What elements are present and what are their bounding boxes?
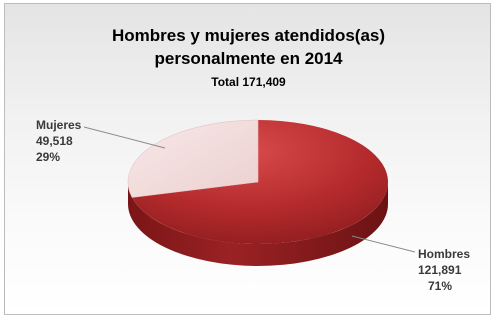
chart-title-line-1: Hombres y mujeres atendidos(as) [111,26,386,45]
leader-line-hombres [351,235,416,253]
slice-value-hombres: 121,891 [418,263,462,277]
slice-percent-hombres: 71% [428,279,452,293]
slice-label-mujeres: Mujeres [36,118,82,132]
leader-line-mujeres [83,126,166,149]
slice-hombres [132,120,388,244]
slice-label-hombres: Hombres [418,247,470,261]
slice-percent-mujeres: 29% [36,150,60,164]
slice-value-mujeres: 49,518 [36,134,73,148]
chart-title-line-2: personalmente en 2014 [154,49,343,68]
slice-mujeres [127,119,259,198]
chart-subtitle: Total 171,409 [211,75,286,89]
slice-hombres-side [128,182,388,266]
